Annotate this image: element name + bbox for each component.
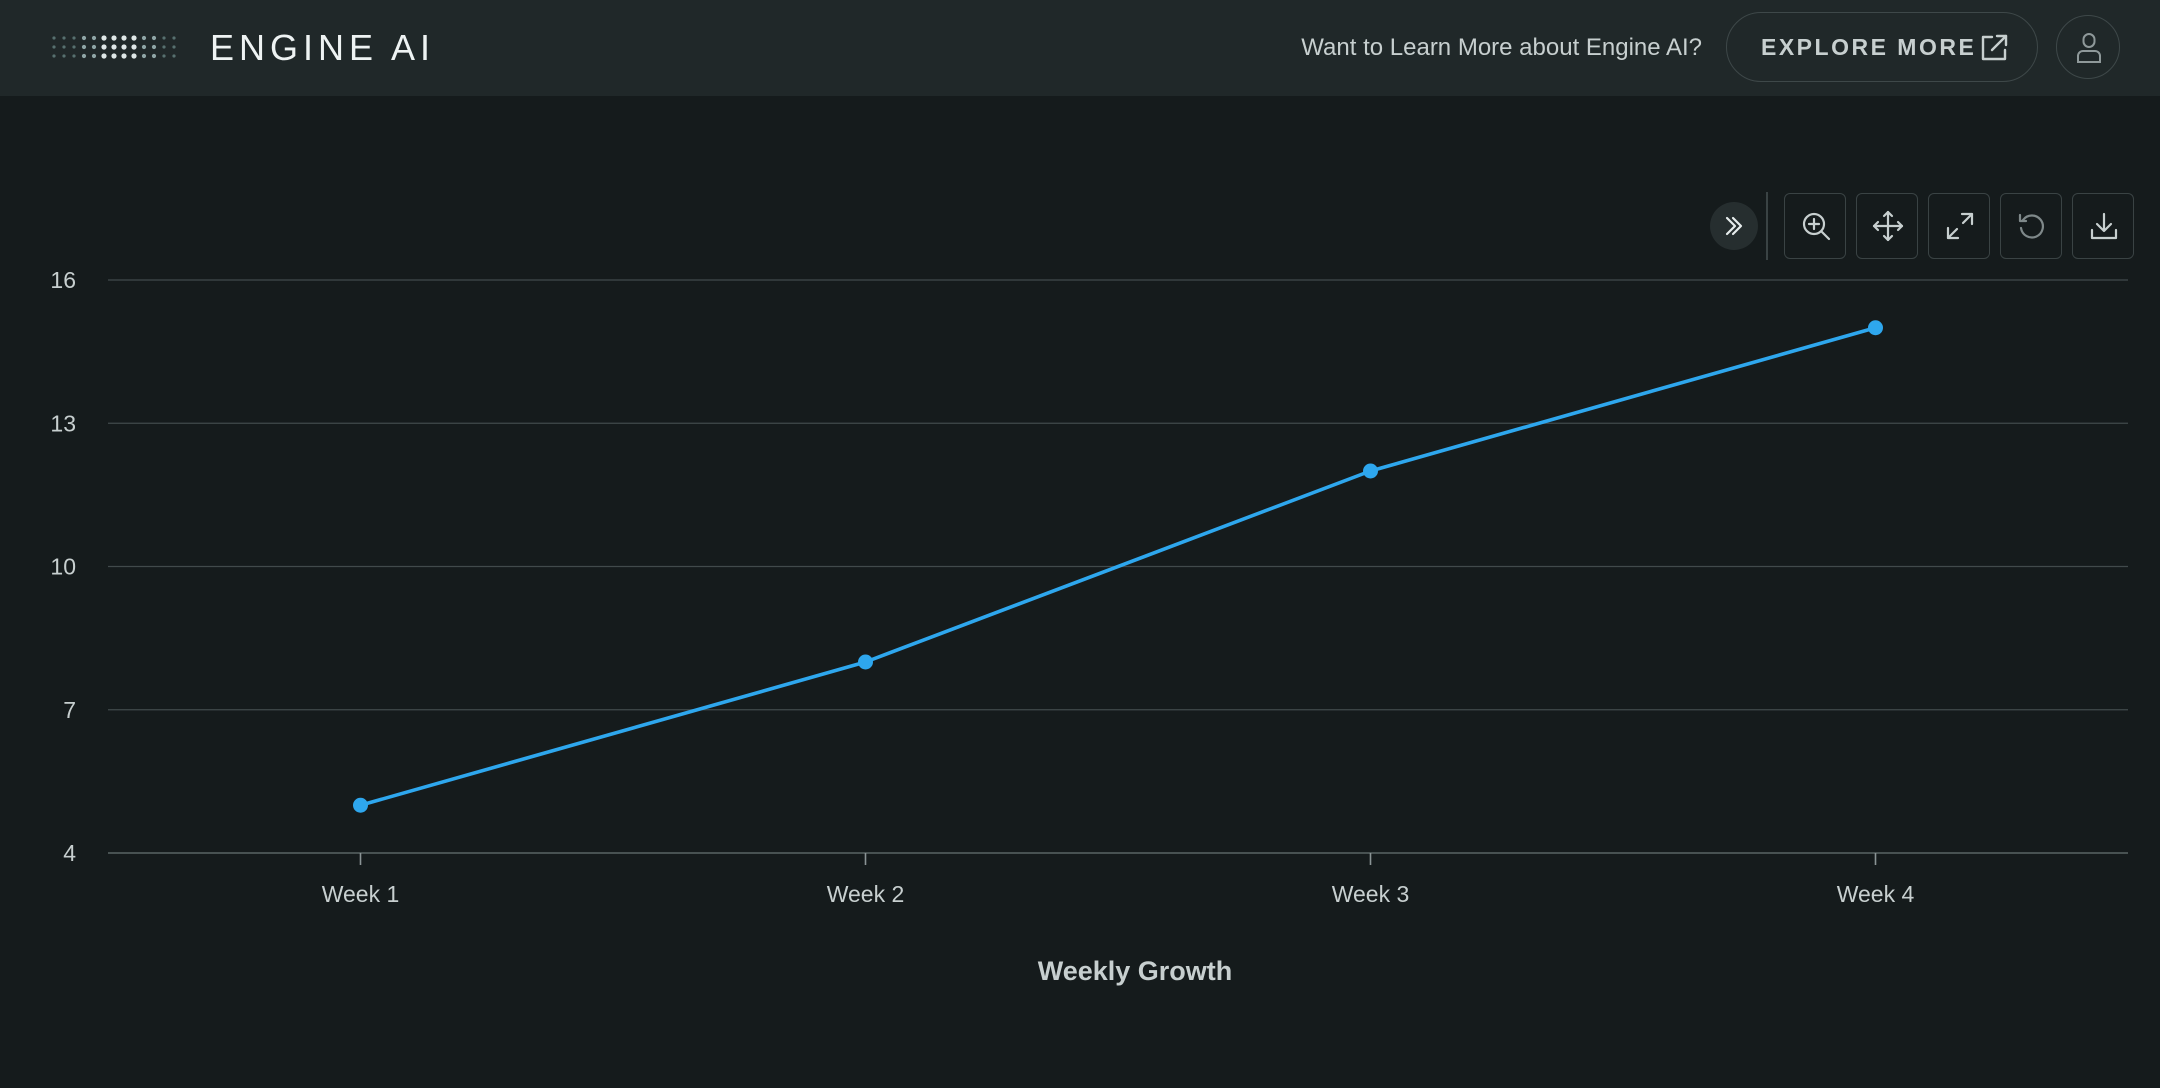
explore-more-label: EXPLORE MORE [1761,34,1977,60]
y-tick-label: 16 [50,267,76,293]
y-tick-label: 13 [50,410,76,436]
x-axis-title: Weekly Growth [1038,956,1233,986]
brand-dot [162,36,166,40]
brand-dot [121,44,127,50]
zoom-in-icon [1802,212,1831,241]
x-tick-label: Week 2 [827,881,905,907]
chevrons-right-icon [1725,216,1743,236]
brand-dot [172,36,176,40]
brand-dot [62,54,66,58]
brand-dot [81,35,87,41]
collapse-toolbar-button[interactable] [1710,202,1758,250]
brand-dot [172,45,176,49]
toolbar-divider [1766,192,1768,260]
zoom-in-button[interactable] [1784,193,1846,259]
top-bar: ENGINE AI Want to Learn More about Engin… [0,0,2160,96]
brand-dots-logo [52,35,176,59]
brand-dot [52,54,56,58]
brand-dot [72,36,76,40]
x-tick-label: Week 3 [1332,881,1410,907]
brand-wordmark: ENGINE AI [210,27,436,68]
brand-dot [121,53,127,59]
explore-more-button[interactable]: EXPLORE MORE [1726,12,2038,82]
brand-dot [121,35,127,41]
brand-dot [151,35,157,41]
expand-icon [1946,212,1974,240]
brand-dot [62,45,66,49]
y-tick-label: 10 [50,554,76,580]
download-button[interactable] [2072,193,2134,259]
brand-dot [131,53,137,59]
y-tick-label: 4 [63,840,76,866]
brand-dot [52,45,56,49]
brand-dot [72,54,76,58]
x-tick-label: Week 4 [1837,881,1915,907]
brand-dot [131,35,137,41]
brand-dot [172,54,176,58]
y-axis-ticks: 4 7 10 13 16 [50,267,76,866]
promo-text: Want to Learn More about Engine AI? [1301,34,1702,61]
reset-icon [2018,213,2044,239]
brand-dot [151,44,157,50]
user-account-button[interactable] [2056,15,2120,79]
x-tick-label: Week 1 [322,881,400,907]
brand-dot [162,45,166,49]
brand-dot [101,44,107,50]
brand-dot [162,54,166,58]
series-line [360,326,1876,807]
series-layer [353,320,1883,813]
brand-dot [111,53,117,59]
brand-dot [111,44,117,50]
brand-dot [151,53,157,59]
brand-dot [101,53,107,59]
download-icon [2090,212,2118,240]
data-point[interactable] [1363,463,1378,479]
pan-icon [1872,210,1904,242]
external-link-icon [1981,34,2008,61]
brand-dot [91,35,97,41]
expand-button[interactable] [1928,193,1990,259]
brand-dot [141,44,147,50]
brand-dot [62,36,66,40]
brand-dot [141,35,147,41]
data-point[interactable] [353,797,368,813]
brand-dot [72,45,76,49]
brand-dot [131,44,137,50]
brand-dot [141,53,147,59]
x-axis-ticks: Week 1 Week 2 Week 3 Week 4 [322,853,1915,907]
user-icon [2077,33,2101,63]
brand-dot [91,53,97,59]
brand-dot [52,36,56,40]
brand-dot [91,44,97,50]
brand-dot [111,35,117,41]
data-point[interactable] [858,654,873,670]
brand-dot [81,44,87,50]
brand-dot [101,35,107,41]
y-tick-label: 7 [63,697,76,723]
data-point[interactable] [1868,320,1883,336]
pan-button[interactable] [1856,193,1918,259]
reset-button[interactable] [2000,193,2062,259]
line-chart: 4 7 10 13 16 Week 1 Week 2 Week 3 Week 4 Weekly… [50,267,2128,986]
brand-dot [81,53,87,59]
